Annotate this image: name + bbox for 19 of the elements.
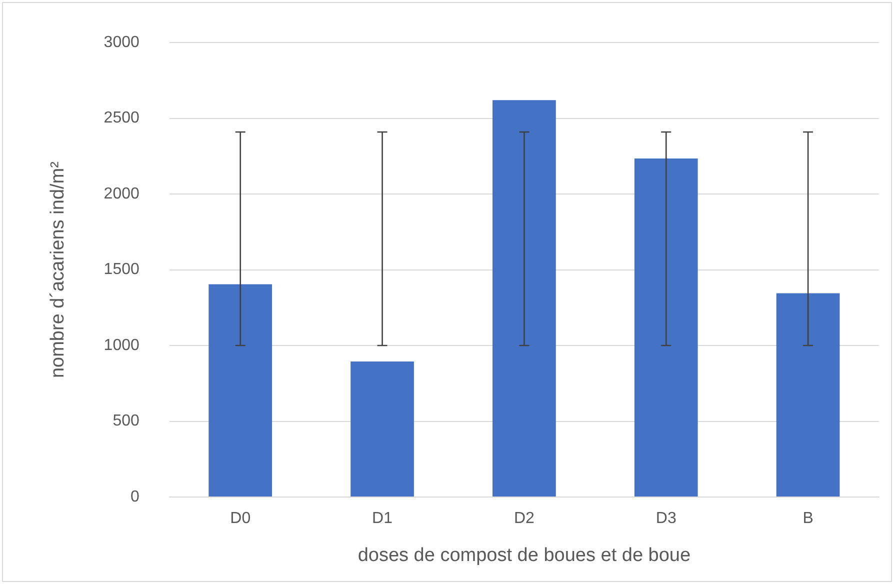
x-tick-label: D3	[656, 510, 676, 528]
y-tick-label: 500	[112, 412, 140, 430]
bar	[492, 100, 556, 496]
x-tick-label: D2	[514, 510, 535, 528]
y-tick-label: 0	[130, 488, 140, 506]
bar	[634, 158, 698, 496]
y-tick-label: 1000	[104, 336, 140, 354]
y-tick-label: 3000	[104, 34, 140, 52]
x-axis-title: doses de compost de boues et de boue	[358, 544, 691, 566]
x-tick-label: D1	[372, 510, 393, 528]
bar	[350, 361, 414, 496]
x-tick-label: B	[802, 510, 814, 528]
bar	[776, 293, 840, 496]
y-tick-label: 2500	[104, 110, 140, 127]
bar	[208, 284, 272, 496]
y-axis-title: nombre d´acariens ind/m²	[48, 162, 69, 378]
y-tick-label: 2000	[104, 185, 140, 202]
y-tick-label: 1500	[104, 261, 140, 278]
x-tick-label: D0	[230, 510, 251, 528]
